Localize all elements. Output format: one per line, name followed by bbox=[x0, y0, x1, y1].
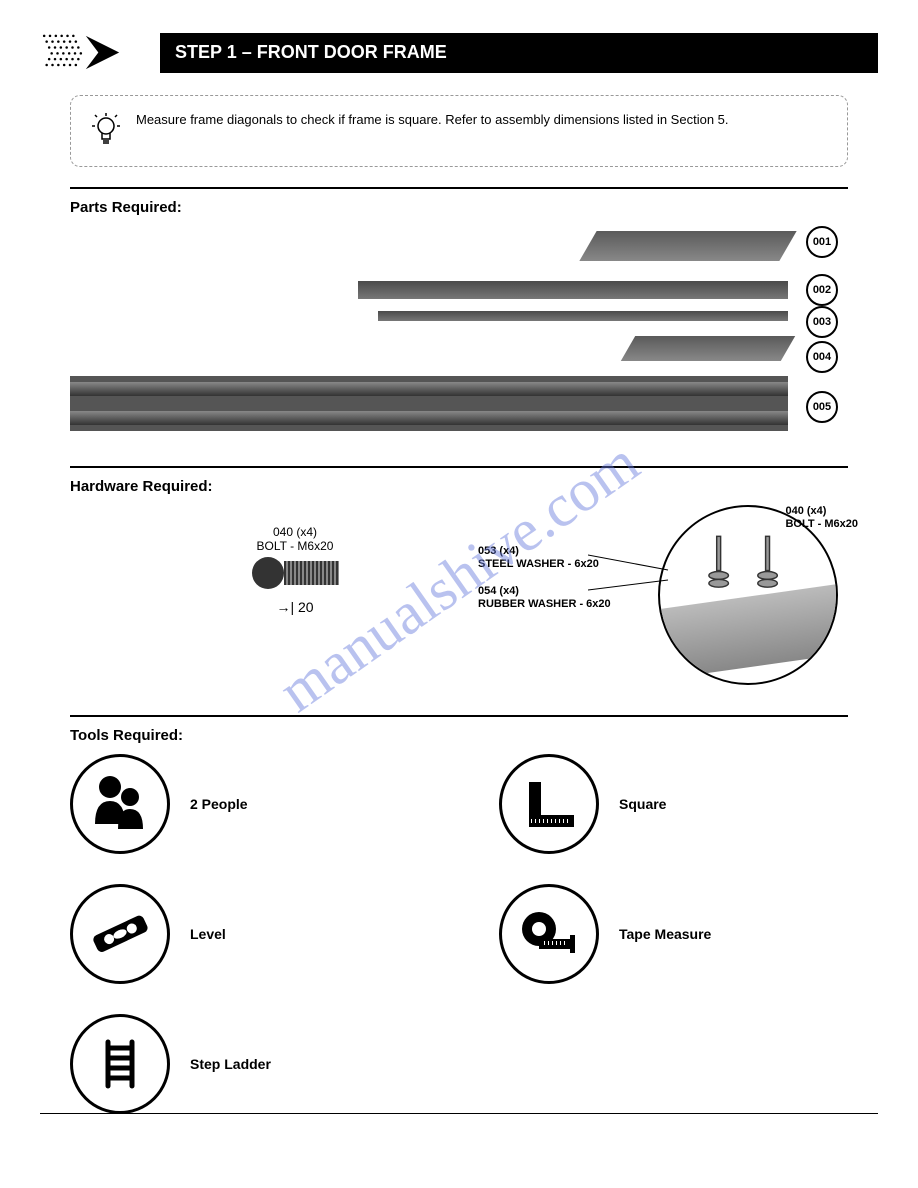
steel-washer-name: STEEL WASHER - 6x20 bbox=[478, 558, 599, 570]
tool-item: Tape Measure bbox=[499, 884, 848, 984]
tool-item: 2 People bbox=[70, 754, 419, 854]
tool-label: Level bbox=[190, 926, 226, 942]
rubber-washer-label: 054 (x4) bbox=[478, 585, 519, 597]
divider bbox=[70, 466, 848, 468]
tool-label: Tape Measure bbox=[619, 926, 711, 942]
tools-section-title: Tools Required: bbox=[70, 727, 848, 744]
steel-washer-label: 053 (x4) bbox=[478, 545, 519, 557]
people-icon bbox=[85, 769, 155, 839]
tool-label: Step Ladder bbox=[190, 1056, 271, 1072]
square-icon bbox=[517, 772, 582, 837]
parts-diagram: 001 002 003 004 005 bbox=[70, 226, 848, 446]
hardware-section-title: Hardware Required: bbox=[70, 478, 848, 495]
tool-item: Level bbox=[70, 884, 419, 984]
bolt-qty-label: 040 (x4) bbox=[273, 525, 317, 539]
divider bbox=[70, 715, 848, 717]
ladder-icon bbox=[90, 1034, 150, 1094]
arrow-logo-icon bbox=[40, 30, 140, 75]
tool-label: Square bbox=[619, 796, 666, 812]
step-title: STEP 1 – FRONT DOOR FRAME bbox=[160, 33, 878, 73]
tip-text: Measure frame diagonals to check if fram… bbox=[136, 111, 729, 151]
part-callout: 001 bbox=[806, 226, 838, 258]
tape-measure-icon bbox=[514, 899, 584, 969]
part-callout: 003 bbox=[806, 306, 838, 338]
bolt-dimension: 20 bbox=[298, 599, 314, 615]
part-callout: 005 bbox=[806, 391, 838, 423]
level-icon bbox=[83, 897, 158, 972]
divider bbox=[70, 187, 848, 189]
tools-list: 2 People Square bbox=[70, 754, 848, 1114]
bolt-name: BOLT - M6x20 bbox=[257, 539, 334, 553]
part-callout: 004 bbox=[806, 341, 838, 373]
part-callout: 002 bbox=[806, 274, 838, 306]
parts-section-title: Parts Required: bbox=[70, 199, 848, 216]
hardware-diagram: 040 (x4)BOLT - M6x20 →| 20 053 (x4) STEE… bbox=[70, 505, 848, 695]
tool-item: Square bbox=[499, 754, 848, 854]
lightbulb-icon bbox=[91, 111, 121, 151]
tool-item: Step Ladder bbox=[70, 1014, 419, 1114]
tool-label: 2 People bbox=[190, 796, 248, 812]
tip-callout: Measure frame diagonals to check if fram… bbox=[70, 95, 848, 167]
footer-divider bbox=[40, 1113, 878, 1114]
